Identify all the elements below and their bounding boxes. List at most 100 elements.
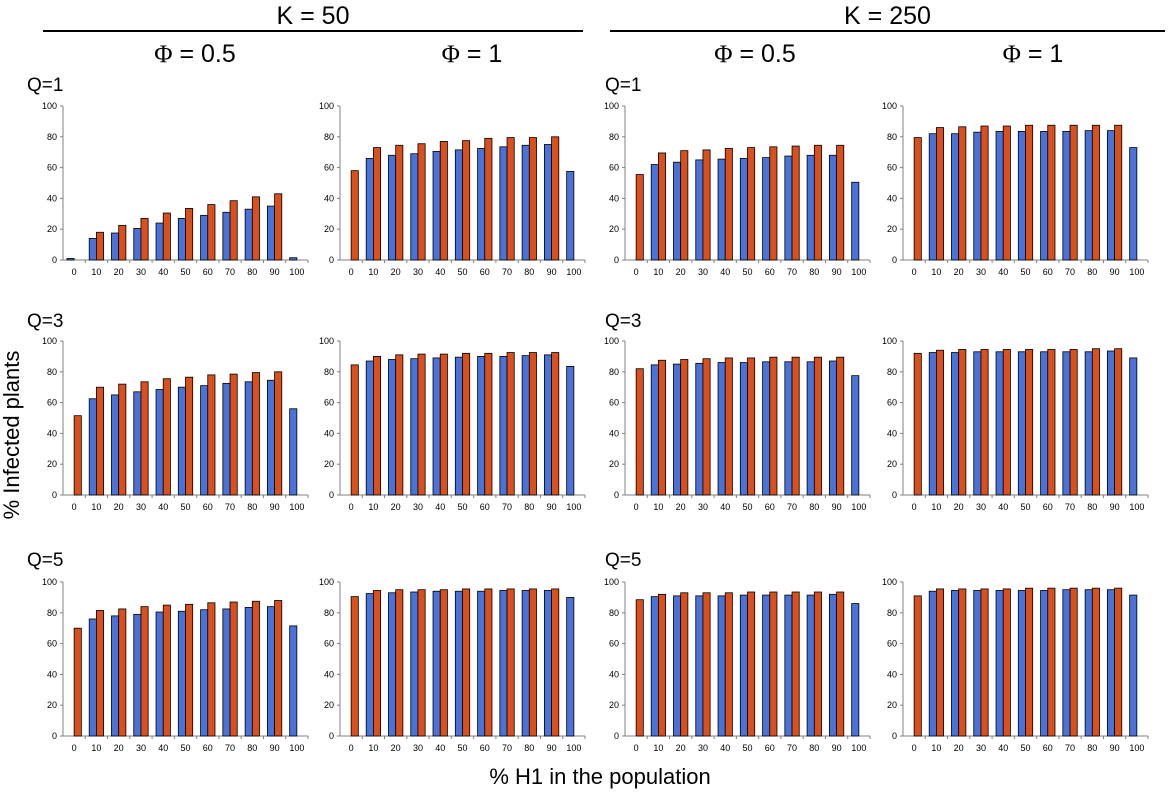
q-label-3: Q=3 [27,311,64,332]
x-tick-label: 0 [912,502,917,512]
bar-orange [658,593,667,737]
x-tick-label: 50 [1020,502,1030,512]
bar-orange [680,592,689,737]
bar-blue [784,594,793,737]
q-label-5-right: Q=5 [605,550,642,571]
bar-blue [695,595,704,737]
x-tick-label: 0 [72,743,77,753]
x-tick-label: 10 [91,267,101,277]
y-tick-label: 100 [604,577,619,587]
x-tick-label: 40 [720,743,730,753]
bar-blue [650,164,659,261]
bar-blue [973,131,982,261]
x-tick-label: 0 [349,502,354,512]
chart-panel-k250-phi05-q5: 0 20 40 60 80 100 0 10 20 30 40 50 60 70 80 90 100 [604,577,871,753]
x-tick-label: 100 [566,743,581,753]
y-tick-label: 60 [887,163,897,173]
bar-blue [477,355,486,496]
x-tick-label: 30 [698,267,708,277]
x-tick-label: 40 [998,267,1008,277]
x-tick-label: 40 [435,502,445,512]
x-tick-label: 70 [787,502,797,512]
bar-orange [1069,124,1078,261]
bar-blue [521,590,530,737]
y-tick-label: 40 [324,193,334,203]
bar-blue [155,389,164,496]
y-tick-label: 0 [329,255,334,265]
bar-orange [251,372,260,496]
bar-orange [229,200,238,261]
x-tick-label: 90 [547,743,557,753]
bar-orange [395,589,404,737]
bar-blue [88,238,97,261]
bar-orange [251,196,260,261]
x-tick-label: 0 [349,743,354,753]
bar-orange [635,174,644,261]
bar-blue [851,603,860,737]
bar-blue [499,146,508,261]
k-header-250: K = 250 [844,2,931,30]
bar-orange [506,352,515,496]
x-tick-label: 50 [742,743,752,753]
bar-blue [1084,351,1093,496]
bar-blue [266,606,275,737]
bar-blue [806,361,815,496]
bar-orange [1047,349,1056,496]
y-tick-label: 60 [47,398,57,408]
bar-blue [432,151,441,261]
x-tick-label: 90 [270,743,280,753]
y-tick-label: 80 [609,132,619,142]
q-label-1-right: Q=1 [605,75,642,96]
x-tick-label: 50 [1020,267,1030,277]
x-tick-label: 60 [765,502,775,512]
bar-orange [350,596,359,737]
phi-symbol: Φ [154,41,173,68]
y-tick-label: 100 [604,336,619,346]
bar-orange [813,144,822,261]
bar-blue [762,157,771,261]
chart-panel-k50-phi05-q3: 0 20 40 60 80 100 0 10 20 30 40 50 60 70 80 90 100 [42,336,309,512]
y-tick-label: 80 [324,367,334,377]
x-tick-label: 30 [136,502,146,512]
bar-blue [828,593,837,737]
bar-blue [222,211,231,261]
x-tick-label: 50 [1020,743,1030,753]
x-tick-label: 80 [247,502,257,512]
y-tick-label: 0 [52,255,57,265]
bar-blue [1129,147,1138,261]
x-tick-label: 70 [787,743,797,753]
bar-blue [973,590,982,737]
bar-orange [1002,349,1011,496]
bar-orange [980,125,989,261]
phi-value: = 0.5 [172,40,236,68]
x-tick-label: 50 [180,502,190,512]
x-tick-label: 40 [435,743,445,753]
bar-orange [836,144,845,261]
bar-orange [551,136,560,261]
y-tick-label: 60 [887,398,897,408]
y-tick-label: 60 [609,398,619,408]
x-tick-label: 60 [203,502,213,512]
x-tick-label: 0 [349,267,354,277]
bar-blue [454,356,463,496]
x-tick-label: 50 [457,743,467,753]
y-tick-label: 80 [47,367,57,377]
bar-blue [1017,590,1026,737]
y-tick-label: 80 [887,132,897,142]
bar-orange [635,599,644,737]
bar-blue [973,351,982,496]
bar-blue [200,609,209,737]
bar-blue [388,154,397,261]
bar-orange [229,601,238,737]
y-tick-label: 0 [52,731,57,741]
chart-panel-k50-phi05-q1: 0 20 40 60 80 100 0 10 20 30 40 50 60 70 80 90 100 [42,101,309,277]
x-tick-label: 40 [720,502,730,512]
bar-orange [724,592,733,737]
x-tick-label: 80 [524,267,534,277]
x-tick-label: 70 [1065,743,1075,753]
q-label-1: Q=1 [27,75,64,96]
bar-blue [365,157,374,261]
bar-orange [118,383,127,496]
bar-orange [769,146,778,261]
bar-orange [958,349,967,496]
